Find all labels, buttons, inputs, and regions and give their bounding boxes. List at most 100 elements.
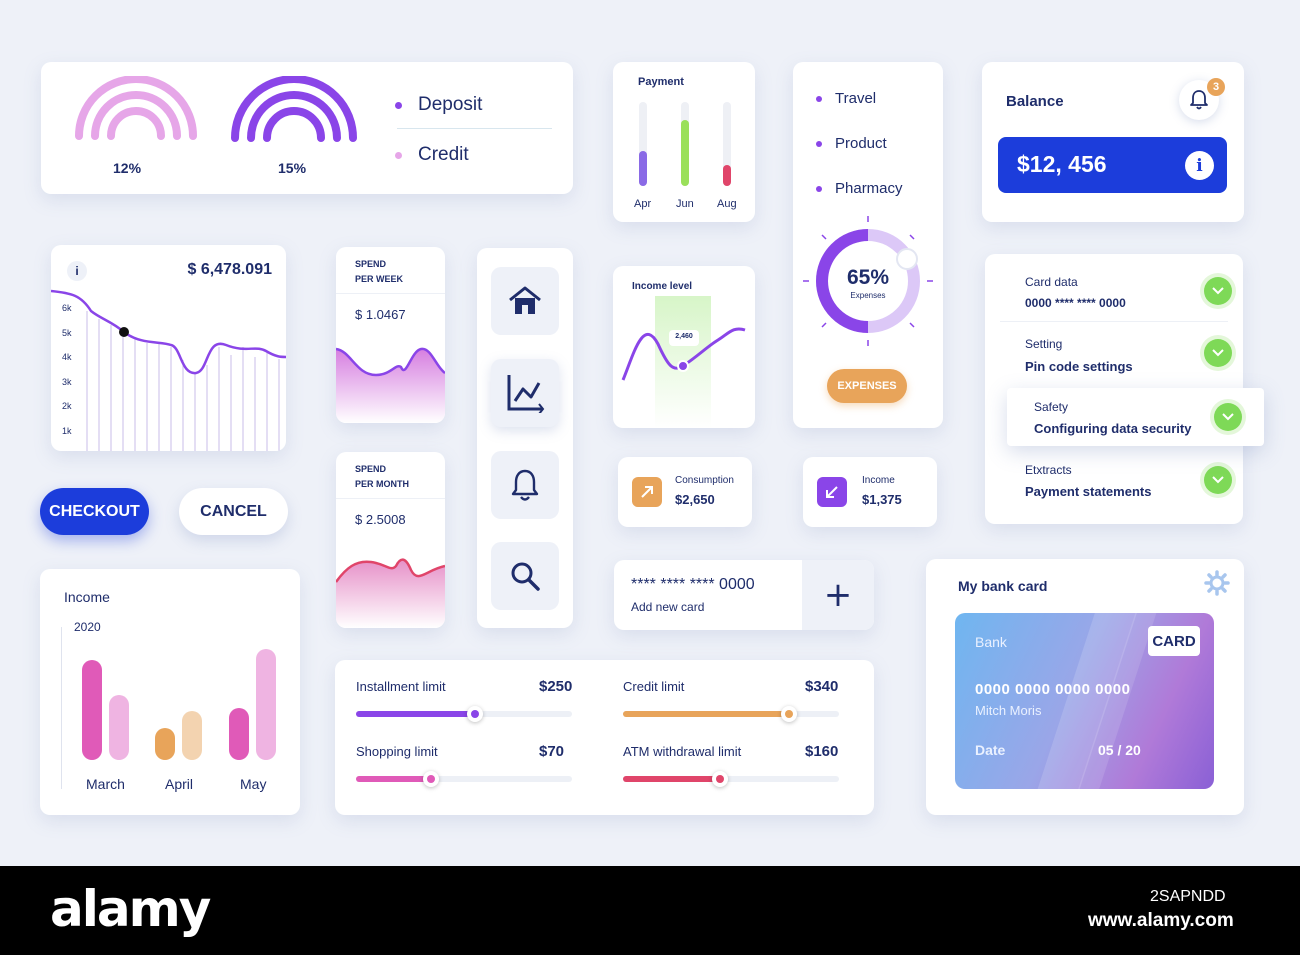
nav-search[interactable] [491, 542, 559, 610]
chart-icon [507, 375, 545, 413]
category-travel[interactable]: Travel [816, 90, 876, 107]
spend-week-card: SPEND PER WEEK $ 1.0467 [336, 247, 445, 423]
category-product[interactable]: Product [816, 135, 887, 152]
credit-limit-label: Credit limit [623, 679, 685, 694]
ring-percent-left: 12% [113, 160, 142, 176]
income-level-chart [621, 296, 746, 428]
atm-limit-slider[interactable] [623, 776, 839, 782]
balance-title: Balance [1006, 93, 1064, 110]
atm-limit-handle[interactable] [712, 771, 728, 787]
bank-card-title: My bank card [958, 578, 1048, 594]
credit-limit-handle[interactable] [781, 706, 797, 722]
card-holder: Mitch Moris [975, 703, 1042, 718]
spend-week-value: $ 1.0467 [355, 307, 406, 322]
expenses-button[interactable]: EXPENSES [827, 369, 907, 403]
income-bar-april-2 [182, 711, 202, 760]
consumption-label: Consumption [675, 475, 734, 486]
line-chart [51, 289, 286, 451]
y-tick-2k: 2k [62, 401, 72, 411]
income-bar-may-2 [256, 649, 276, 760]
installment-limit-handle[interactable] [467, 706, 483, 722]
expenses-donut [803, 216, 933, 346]
income-chart-label-may: May [240, 776, 267, 792]
payment-title: Payment [638, 76, 684, 88]
divider [336, 293, 445, 294]
credit-limit-fill [623, 711, 789, 717]
site-url: www.alamy.com [1088, 910, 1234, 931]
spend-month-card: SPEND PER MONTH $ 2.5008 [336, 452, 445, 628]
setting-value-card-data: 0000 **** **** 0000 [1025, 296, 1126, 310]
y-tick-1k: 1k [62, 426, 72, 436]
consumption-card: Consumption $2,650 [618, 457, 752, 527]
category-pharmacy[interactable]: Pharmacy [816, 180, 903, 197]
cancel-button[interactable]: CANCEL [179, 488, 288, 535]
income-chart-label-march: March [86, 776, 125, 792]
shopping-limit-label: Shopping limit [356, 744, 438, 759]
image-id: 2SAPNDD [1150, 888, 1226, 905]
card-date-label: Date [975, 742, 1006, 758]
atm-limit-label: ATM withdrawal limit [623, 744, 742, 759]
income-chart-title: Income [64, 589, 110, 605]
credit-dot [395, 151, 402, 159]
pink-rings-chart [75, 76, 197, 140]
divider [336, 498, 445, 499]
atm-limit-value: $160 [805, 743, 839, 760]
chart-amount: $ 6,478.091 [187, 261, 272, 278]
divider [1000, 321, 1228, 322]
expenses-card: Travel Product Pharmacy 65% Expenses EXP… [793, 62, 943, 428]
spend-month-chart [336, 558, 445, 628]
ring-percent-right: 15% [278, 160, 307, 176]
bank-label: Bank [975, 634, 1007, 650]
nav-notifications[interactable] [491, 451, 559, 519]
watermark-footer: alamy 2SAPNDD www.alamy.com [0, 866, 1300, 955]
shopping-limit-value: $70 [539, 743, 565, 760]
income-chart-year: 2020 [74, 620, 101, 634]
shopping-limit-slider[interactable] [356, 776, 572, 782]
card-data-check-icon[interactable] [1204, 277, 1232, 305]
card-expiry: 05 / 20 [1098, 742, 1141, 758]
setting-safety-row[interactable]: Safety Configuring data security [1007, 388, 1264, 446]
add-card-plus-button[interactable]: + [802, 560, 874, 630]
spend-week-title-2: PER WEEK [355, 274, 404, 284]
setting-value-safety: Configuring data security [1034, 421, 1192, 436]
bell-icon [511, 469, 539, 501]
setting-label-pin: Setting [1025, 337, 1063, 351]
installment-limit-label: Installment limit [356, 679, 446, 694]
payment-label-jun: Jun [676, 198, 694, 210]
income-chart-label-april: April [165, 776, 194, 792]
spend-month-title-2: PER MONTH [355, 479, 409, 489]
info-icon[interactable]: i [67, 261, 87, 281]
y-tick-3k: 3k [62, 377, 72, 387]
shopping-limit-handle[interactable] [423, 771, 439, 787]
gear-icon[interactable] [1204, 570, 1230, 596]
nav-home[interactable] [491, 267, 559, 335]
extracts-check-icon[interactable] [1204, 466, 1232, 494]
pin-check-icon[interactable] [1204, 339, 1232, 367]
income-bars [40, 569, 300, 815]
arrow-down-left-icon [817, 477, 847, 507]
y-tick-5k: 5k [62, 328, 72, 338]
bank-card-panel: My bank card Bank CARD 0000 0000 0000 00… [926, 559, 1244, 815]
brand-logo: alamy [50, 880, 211, 938]
rings-card: 12% 15% Deposit Credit [41, 62, 573, 194]
income-mini-value: $1,375 [862, 492, 902, 507]
purple-rings-chart [231, 76, 357, 142]
payment-label-apr: Apr [634, 198, 652, 210]
limits-card: Installment limit $250 Credit limit $340… [335, 660, 874, 815]
safety-check-icon[interactable] [1214, 403, 1242, 431]
y-tick-4k: 4k [62, 352, 72, 362]
spend-week-title-1: SPEND [355, 259, 387, 269]
nav-chart[interactable] [491, 359, 559, 427]
income-bar-march-2 [109, 695, 129, 760]
info-icon[interactable]: i [1185, 151, 1214, 180]
credit-limit-value: $340 [805, 678, 839, 695]
payment-bar-aug [723, 102, 731, 186]
setting-label-card-data: Card data [1025, 275, 1078, 289]
income-bar-may-1 [229, 708, 249, 760]
donut-label: Expenses [850, 291, 886, 300]
checkout-button[interactable]: CHECKOUT [40, 488, 149, 535]
income-mini-card: Income $1,375 [803, 457, 937, 527]
installment-limit-value: $250 [539, 678, 573, 695]
nav-column [477, 248, 573, 628]
bank-card[interactable]: Bank CARD 0000 0000 0000 0000 Mitch Mori… [955, 613, 1214, 789]
